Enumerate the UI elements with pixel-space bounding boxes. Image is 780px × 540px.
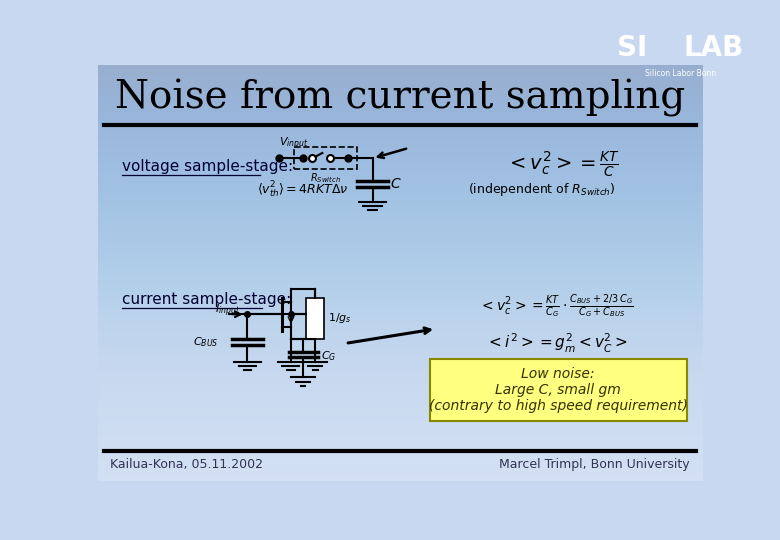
Text: current sample-stage:: current sample-stage: — [122, 292, 291, 307]
Text: $1/g_s$: $1/g_s$ — [328, 310, 353, 325]
Text: Low noise:
Large C, small gm
(contrary to high speed requirement): Low noise: Large C, small gm (contrary t… — [429, 367, 687, 413]
Text: $C_G$: $C_G$ — [321, 349, 336, 363]
Text: $< i^2 >= g_m^2 < v_C^2 >$: $< i^2 >= g_m^2 < v_C^2 >$ — [486, 332, 628, 355]
Text: $R_{Switch}$: $R_{Switch}$ — [310, 171, 341, 185]
Text: (independent of $R_{Switch}$): (independent of $R_{Switch}$) — [468, 181, 615, 198]
Text: LAB: LAB — [683, 33, 744, 62]
Text: $< v_c^2 >= \frac{KT}{C}$: $< v_c^2 >= \frac{KT}{C}$ — [506, 150, 620, 180]
Text: $\langle v_{th}^2 \rangle = 4RKT\Delta\nu$: $\langle v_{th}^2 \rangle = 4RKT\Delta\n… — [257, 179, 349, 200]
Text: $I_{input}$: $I_{input}$ — [215, 303, 241, 319]
Text: $< v_c^2 >= \frac{KT}{C_G} \cdot \frac{C_{BUS}+2/3\,C_G}{C_G+C_{BUS}}$: $< v_c^2 >= \frac{KT}{C_G} \cdot \frac{C… — [480, 292, 634, 320]
Text: $V_{input}$: $V_{input}$ — [279, 136, 309, 152]
Text: Kailua-Kona, 05.11.2002: Kailua-Kona, 05.11.2002 — [109, 458, 263, 471]
Text: SI: SI — [617, 33, 647, 62]
FancyBboxPatch shape — [306, 298, 324, 339]
Text: $C_{BUS}$: $C_{BUS}$ — [193, 335, 218, 349]
FancyBboxPatch shape — [430, 359, 687, 421]
Text: Noise from current sampling: Noise from current sampling — [115, 79, 685, 117]
Text: C: C — [391, 177, 400, 191]
Text: Marcel Trimpl, Bonn University: Marcel Trimpl, Bonn University — [499, 458, 690, 471]
Text: voltage sample-stage:: voltage sample-stage: — [122, 159, 292, 174]
Text: Silicon Labor Bonn: Silicon Labor Bonn — [645, 69, 716, 78]
